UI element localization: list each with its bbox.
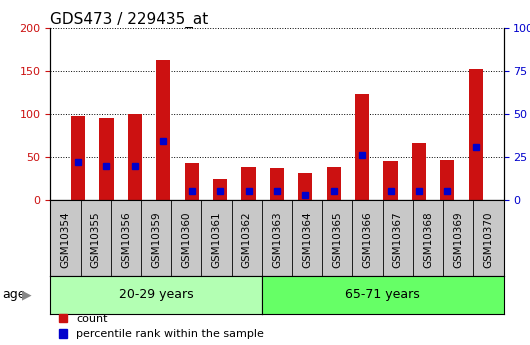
Text: 20-29 years: 20-29 years (119, 288, 193, 302)
Bar (326, 167, 341, 200)
Text: GSM10355: GSM10355 (91, 211, 101, 268)
Bar (71, 117, 85, 200)
Bar (384, 161, 398, 200)
Text: GSM10367: GSM10367 (393, 211, 403, 268)
Text: GSM10364: GSM10364 (302, 211, 312, 268)
Text: GSM10365: GSM10365 (332, 211, 342, 268)
Text: GSM10369: GSM10369 (453, 211, 463, 268)
Bar (469, 69, 483, 200)
Bar (213, 179, 227, 200)
Bar (99, 118, 113, 200)
Bar (184, 163, 199, 200)
Text: GSM10370: GSM10370 (483, 211, 493, 268)
Text: GDS473 / 229435_at: GDS473 / 229435_at (50, 11, 209, 28)
Bar (440, 159, 455, 200)
Bar (128, 114, 142, 200)
Text: GSM10362: GSM10362 (242, 211, 252, 268)
Bar (241, 167, 255, 200)
Text: 65-71 years: 65-71 years (345, 288, 420, 302)
Bar (298, 173, 313, 200)
Legend: count, percentile rank within the sample: count, percentile rank within the sample (58, 314, 264, 339)
Text: age: age (3, 288, 26, 302)
Bar (270, 168, 284, 200)
Text: GSM10356: GSM10356 (121, 211, 131, 268)
Bar (355, 94, 369, 200)
Bar (156, 60, 170, 200)
Bar (412, 143, 426, 200)
Text: GSM10363: GSM10363 (272, 211, 282, 268)
Text: GSM10366: GSM10366 (363, 211, 373, 268)
Text: GSM10368: GSM10368 (423, 211, 433, 268)
Text: GSM10360: GSM10360 (181, 211, 191, 268)
Text: GSM10361: GSM10361 (211, 211, 222, 268)
Text: GSM10359: GSM10359 (151, 211, 161, 268)
Text: ▶: ▶ (22, 288, 32, 302)
Text: GSM10354: GSM10354 (60, 211, 70, 268)
